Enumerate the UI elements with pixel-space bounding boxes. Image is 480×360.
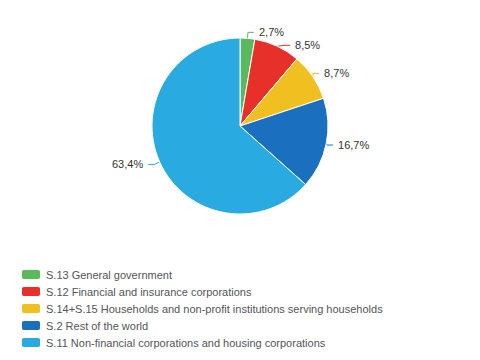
svg-text:8,7%: 8,7% [324, 67, 349, 79]
svg-text:S.14+S.15 Households and non-p: S.14+S.15 Households and non-profit inst… [46, 303, 383, 315]
svg-text:S.2 Rest of the world: S.2 Rest of the world [46, 320, 148, 332]
svg-text:2,7%: 2,7% [259, 26, 284, 38]
svg-text:S.12 Financial and insurance c: S.12 Financial and insurance corporation… [46, 286, 252, 298]
svg-text:16,7%: 16,7% [338, 139, 369, 151]
svg-text:63,4%: 63,4% [112, 158, 143, 170]
svg-text:S.13 General government: S.13 General government [46, 269, 172, 281]
svg-text:S.11 Non-financial corporation: S.11 Non-financial corporations and hous… [46, 337, 326, 349]
svg-text:8,5%: 8,5% [295, 39, 320, 51]
